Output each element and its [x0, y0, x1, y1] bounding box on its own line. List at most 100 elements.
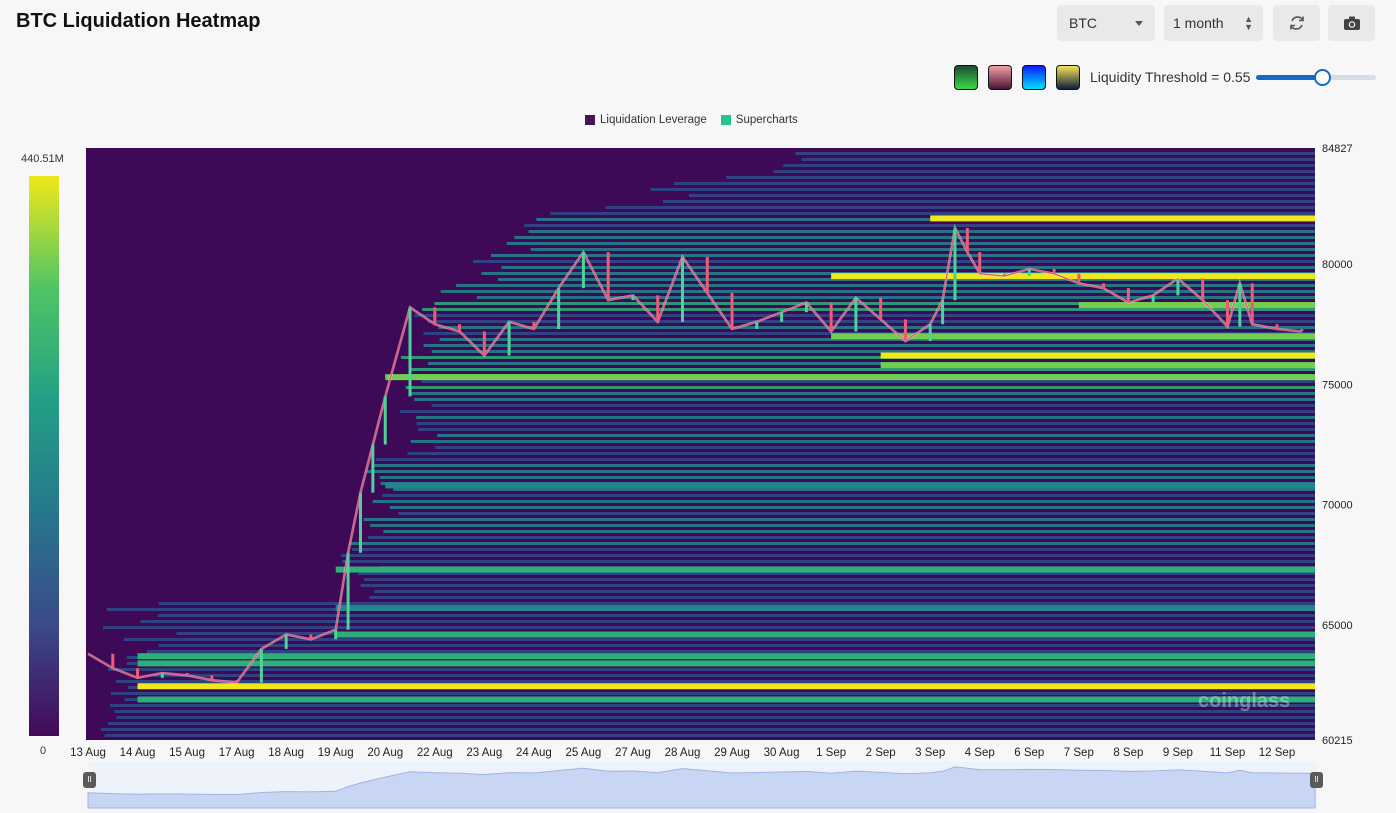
liquidation-level [831, 333, 1315, 340]
y-tick-label: 60215 [1322, 735, 1353, 747]
price-candle [160, 673, 164, 678]
x-tick-label: 4 Sep [965, 747, 995, 759]
x-tick-label: 28 Aug [665, 747, 701, 759]
price-candle [334, 629, 338, 640]
heatmap-band [605, 206, 1315, 209]
liquidation-level [831, 273, 1315, 280]
heatmap-band [795, 152, 1315, 155]
heatmap-band [409, 368, 1315, 371]
y-tick-label: 65000 [1322, 620, 1353, 632]
heatmap-band [689, 194, 1315, 197]
price-candle [631, 295, 635, 301]
price-candle [656, 295, 660, 322]
liquidation-level [930, 215, 1315, 222]
x-tick-label: 25 Aug [566, 747, 602, 759]
x-tick-label: 17 Aug [219, 747, 255, 759]
swatch-pink-purple[interactable] [988, 65, 1012, 90]
y-tick-label: 75000 [1322, 379, 1353, 391]
coinglass-watermark: coinglass [1198, 690, 1291, 712]
swatch-yellow-navy[interactable] [1056, 65, 1080, 90]
x-tick-label: 20 Aug [367, 747, 403, 759]
price-candle [433, 307, 437, 325]
time-range-select[interactable]: 1 month ▲ ▼ [1164, 5, 1263, 41]
price-candle [346, 552, 350, 630]
heatmap-band [103, 626, 1315, 629]
navigator-right-handle[interactable]: II [1310, 772, 1323, 788]
screenshot-button[interactable] [1328, 5, 1375, 41]
heatmap-band [108, 668, 1316, 671]
up-down-icon: ▲ ▼ [1244, 14, 1253, 32]
navigator-left-handle[interactable]: II [83, 772, 96, 788]
price-candle [1238, 283, 1242, 327]
swatch-blue[interactable] [1022, 65, 1046, 90]
x-tick-label: 13 Aug [70, 747, 106, 759]
price-candle [1250, 283, 1254, 325]
price-candle [928, 324, 932, 342]
heatmap-band [360, 584, 1315, 587]
chart-legend: Liquidation Leverage Supercharts [585, 114, 798, 126]
heatmap-background [86, 148, 1315, 740]
price-candle [259, 648, 263, 683]
price-candle [606, 252, 610, 301]
price-candle [371, 444, 375, 493]
colorbar-min-label: 0 [40, 745, 47, 757]
heatmap-band [801, 158, 1315, 161]
price-candle [1176, 278, 1180, 296]
heatmap-band [427, 320, 1315, 323]
legend-swatch [585, 115, 595, 125]
heatmap-band [368, 536, 1316, 539]
y-tick-label: 84827 [1322, 143, 1353, 155]
heatmap-band [411, 392, 1316, 395]
price-candle [879, 297, 883, 320]
x-tick-label: 2 Sep [866, 747, 896, 759]
liquidation-level [335, 566, 1315, 573]
heatmap-band [369, 596, 1315, 599]
heatmap-band [146, 650, 1315, 653]
liquidation-level [1078, 301, 1315, 308]
price-candle [953, 228, 957, 301]
refresh-button[interactable] [1273, 5, 1320, 41]
heatmap-band [363, 578, 1316, 581]
price-candle [185, 673, 189, 676]
threshold-slider[interactable] [1256, 69, 1376, 86]
heatmap-band [104, 734, 1316, 737]
heatmap-band [431, 350, 1315, 353]
time-range-value: 1 month [1173, 15, 1224, 31]
heatmap-band [514, 236, 1315, 239]
threshold-slider-thumb[interactable] [1314, 69, 1331, 86]
price-candle [284, 634, 288, 649]
threshold-slider-fill [1256, 75, 1322, 80]
price-candle [1151, 295, 1155, 303]
x-tick-label: 1 Sep [816, 747, 846, 759]
heatmap-band [111, 692, 1316, 695]
price-candle [1275, 324, 1279, 330]
price-candle [1052, 268, 1056, 274]
x-tick-label: 6 Sep [1014, 747, 1044, 759]
chevron-down-icon [1135, 21, 1143, 26]
price-candle [941, 300, 945, 325]
price-candle [458, 324, 462, 332]
legend-item-supercharts[interactable]: Supercharts [720, 114, 798, 126]
heatmap-band [427, 362, 1316, 365]
symbol-select[interactable]: BTC [1057, 5, 1155, 41]
x-tick-label: 8 Sep [1113, 747, 1143, 759]
liquidation-level [137, 683, 1316, 690]
price-candle [965, 228, 969, 253]
heatmap-band [107, 722, 1315, 725]
x-tick-label: 30 Aug [764, 747, 800, 759]
navigator-series [87, 766, 1316, 809]
heatmap-band [650, 188, 1315, 191]
heatmap-band [418, 428, 1315, 431]
heatmap-band [437, 434, 1316, 437]
swatch-green-yellow[interactable] [954, 65, 978, 90]
price-candle [1102, 283, 1106, 289]
heatmap-band [100, 728, 1315, 731]
legend-item-leverage[interactable]: Liquidation Leverage [585, 114, 707, 126]
heatmap-band [407, 452, 1315, 455]
heatmap-band [431, 404, 1315, 407]
liquidation-level [880, 352, 1315, 359]
price-candle [532, 321, 536, 330]
heatmap-band [662, 200, 1315, 203]
heatmap-band [157, 614, 1315, 617]
